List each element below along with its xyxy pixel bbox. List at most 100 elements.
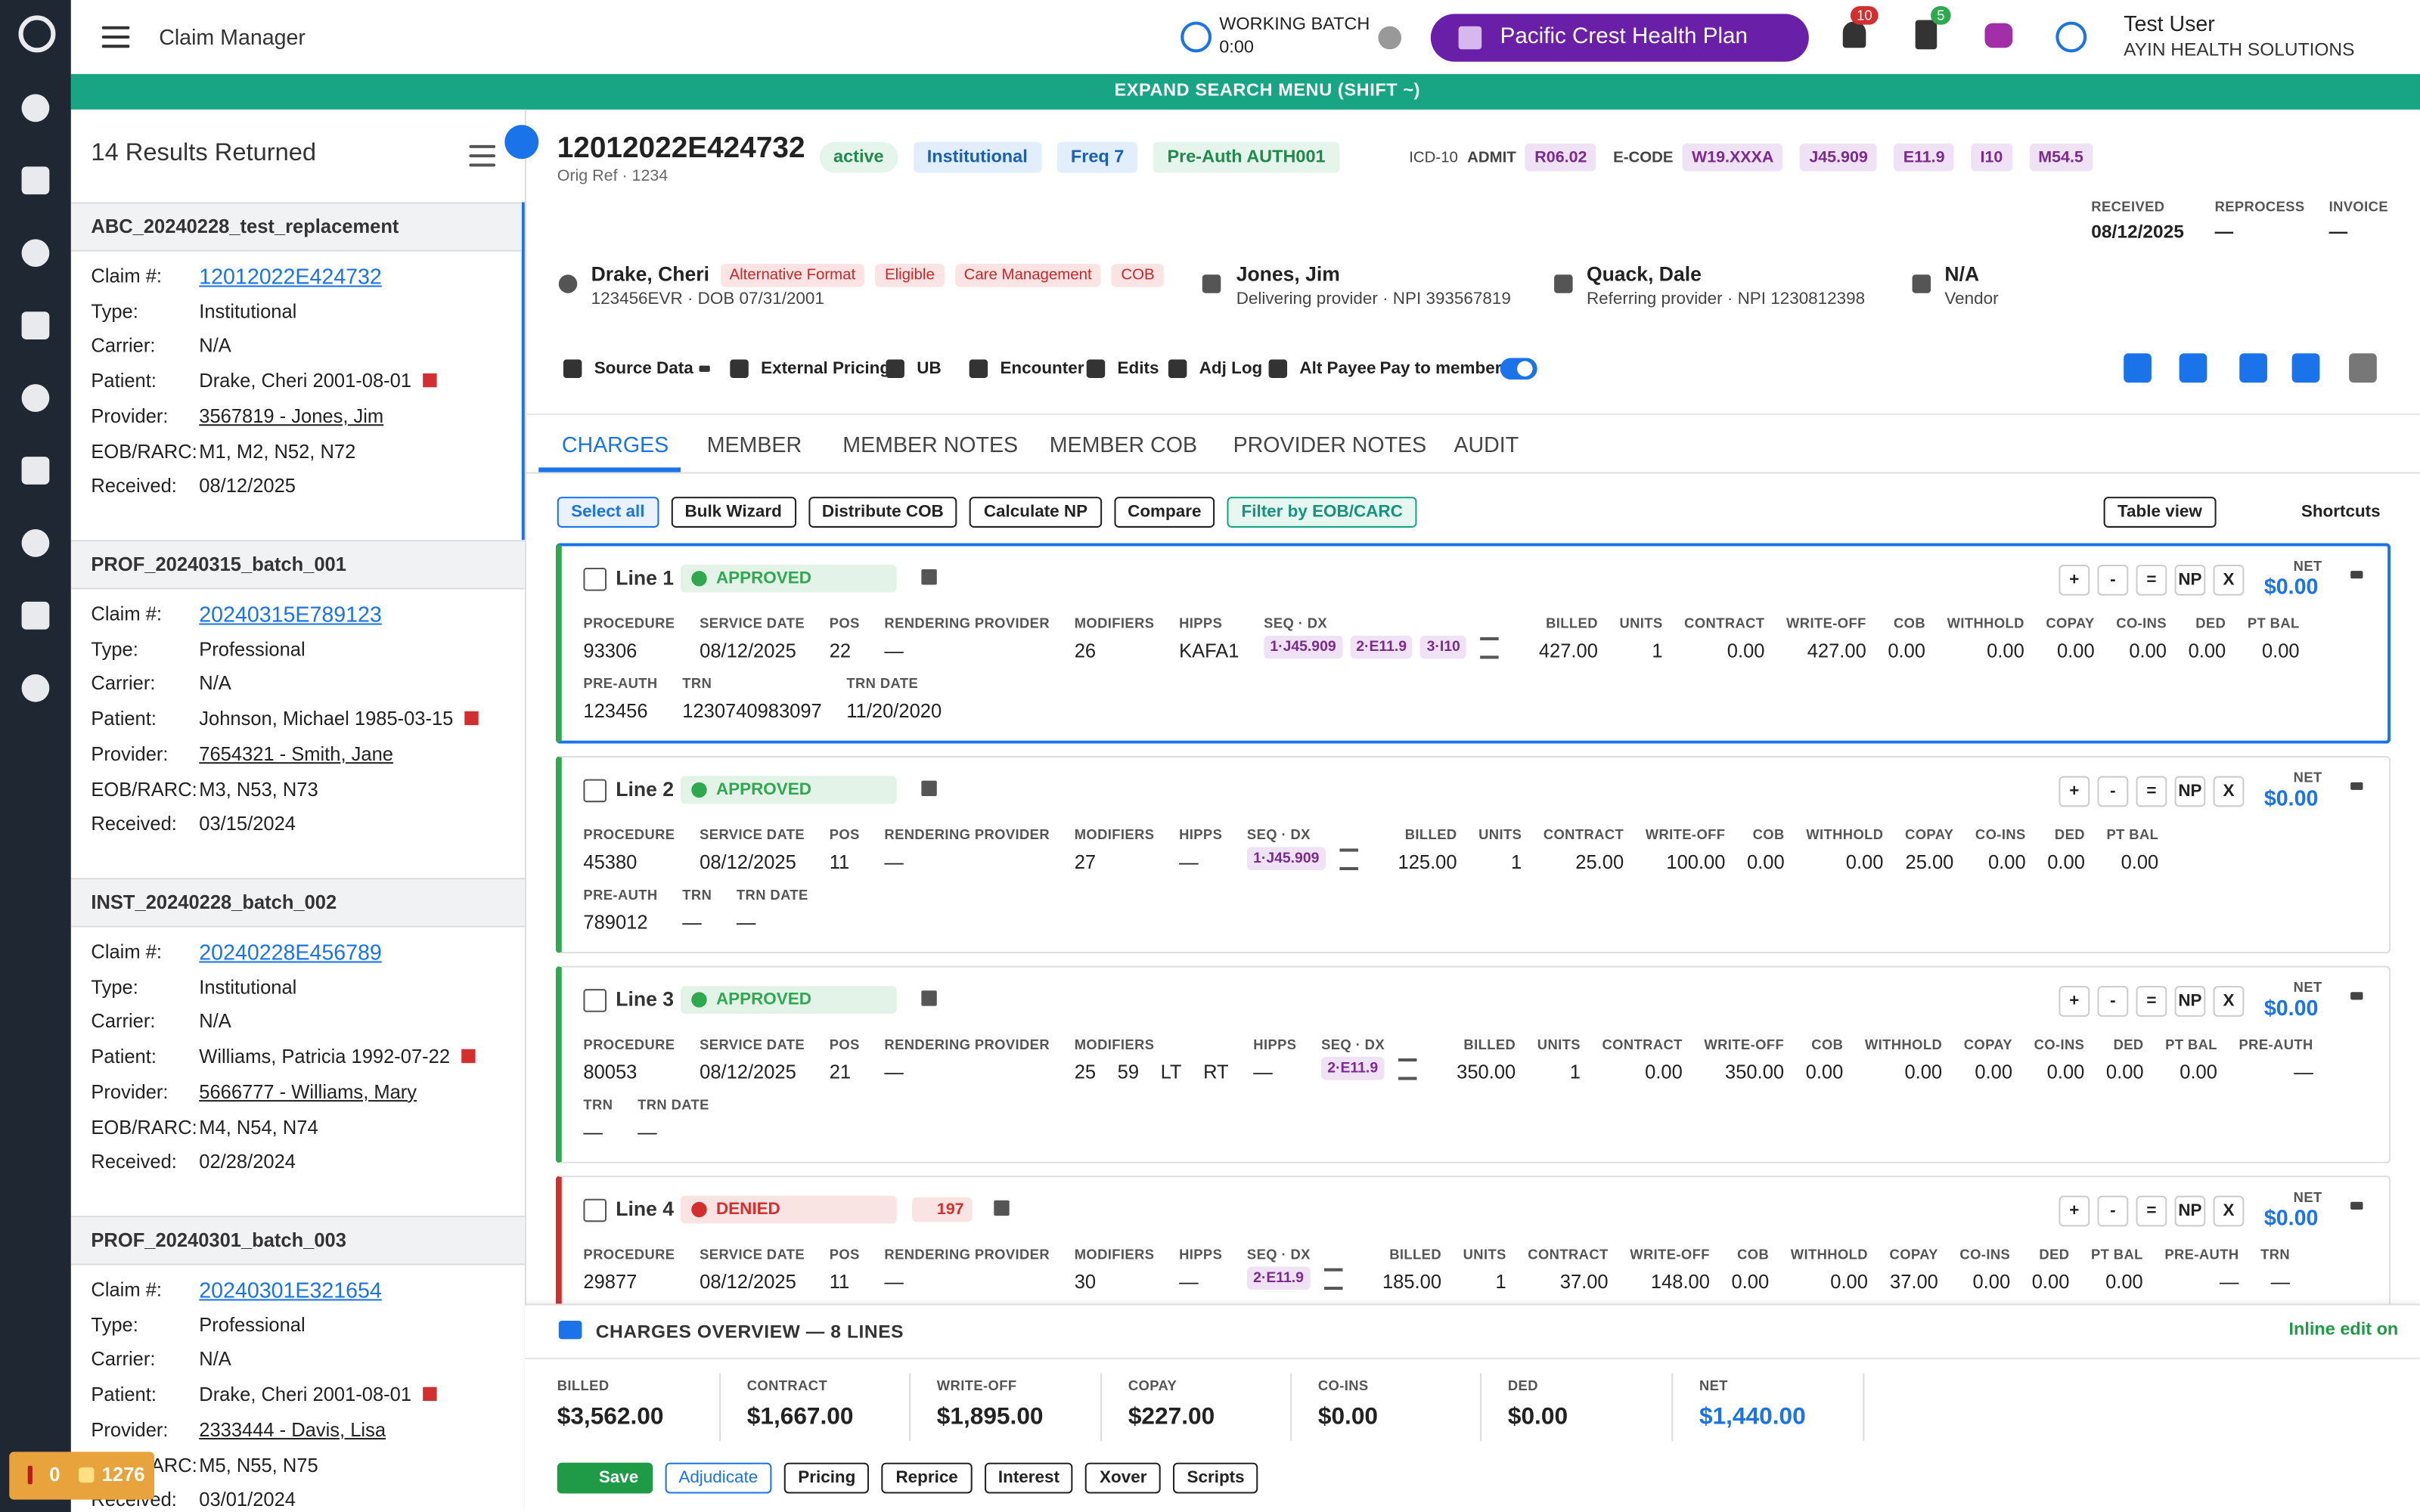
action-button[interactable]: Calculate NP bbox=[970, 497, 1102, 528]
toolbar-item[interactable]: Source Data bbox=[594, 359, 693, 378]
line-control[interactable]: + bbox=[2059, 776, 2090, 807]
line-checkbox[interactable] bbox=[583, 568, 607, 591]
field-label: UNITS bbox=[1619, 615, 1663, 631]
line-status[interactable]: DENIED bbox=[680, 1195, 897, 1224]
field-value: 0.00 bbox=[2047, 851, 2085, 874]
claim-card[interactable]: INST_20240228_batch_002 Claim #: 20240228E… bbox=[70, 878, 525, 1216]
overview-button[interactable]: Adjudicate bbox=[664, 1462, 772, 1494]
total-value: $0.00 bbox=[1507, 1404, 1568, 1430]
line-control[interactable]: = bbox=[2136, 1195, 2167, 1227]
toolbar-item[interactable]: Edits bbox=[1117, 359, 1159, 378]
tab[interactable]: MEMBER COB bbox=[1049, 432, 1198, 457]
task-count: 5 bbox=[1931, 6, 1951, 25]
toolbar-item[interactable]: Adj Log bbox=[1199, 359, 1263, 378]
expand-icon bbox=[2350, 1201, 2363, 1210]
line-control[interactable]: X bbox=[2213, 776, 2245, 807]
line-control[interactable]: X bbox=[2213, 986, 2245, 1017]
field-value[interactable]: 20240301E321654 bbox=[199, 1277, 382, 1303]
toolbar-item[interactable]: Alt Payee bbox=[1299, 359, 1376, 378]
line-field: PROCEDURE 29877 bbox=[583, 1247, 675, 1293]
field-value[interactable]: 20240315E789123 bbox=[199, 601, 382, 627]
overview-button[interactable]: Interest bbox=[984, 1462, 1074, 1494]
tab[interactable]: MEMBER bbox=[706, 432, 802, 457]
charge-line[interactable]: Line 4 DENIED 197 + - = NP X NET $0.00 PROCEDURE 29… bbox=[555, 1176, 2391, 1304]
search-menu[interactable]: EXPAND SEARCH MENU (SHIFT ~) bbox=[1114, 82, 1421, 101]
action-button[interactable]: Distribute COB bbox=[808, 497, 958, 528]
field-value: M1, M2, N52, N72 bbox=[199, 440, 356, 463]
orig-ref: Orig Ref · 1234 bbox=[557, 166, 669, 185]
action-button[interactable]: Compare bbox=[1113, 497, 1215, 528]
line-control[interactable]: = bbox=[2136, 776, 2167, 807]
action-button[interactable]: Filter by EOB/CARC bbox=[1227, 497, 1417, 528]
line-field: COB 0.00 bbox=[1806, 1036, 1844, 1083]
field-label: MODIFIERS bbox=[1074, 826, 1155, 843]
line-control[interactable]: NP bbox=[2174, 1195, 2206, 1227]
line-label: Line 2 bbox=[616, 777, 674, 801]
toolbar-item[interactable]: External Pricing bbox=[761, 359, 891, 378]
dx-codes: 1·J45.909 2·E11.9 3·I10 bbox=[1264, 635, 1499, 659]
action-button[interactable]: Bulk Wizard bbox=[671, 497, 796, 528]
date-value: 08/12/2025 bbox=[2091, 220, 2184, 243]
claim-card[interactable]: PROF_20240315_batch_001 Claim #: 20240315E… bbox=[70, 540, 525, 878]
field-value[interactable]: 7654321 - Smith, Jane bbox=[199, 743, 393, 765]
field-value[interactable]: 5666777 - Williams, Mary bbox=[199, 1081, 417, 1103]
charge-line[interactable]: Line 2 APPROVED + - = NP X NET $0.00 PROCEDURE 453… bbox=[555, 755, 2391, 954]
tab[interactable]: MEMBER NOTES bbox=[842, 432, 1019, 457]
field-value[interactable]: 3567819 - Jones, Jim bbox=[199, 405, 384, 427]
line-status[interactable]: APPROVED bbox=[680, 776, 897, 804]
overview-button[interactable]: Pricing bbox=[783, 1462, 870, 1494]
toolbar-item[interactable]: Encounter bbox=[1000, 359, 1084, 378]
line-control[interactable]: + bbox=[2059, 564, 2090, 596]
line-controls: + - = NP X bbox=[2051, 986, 2245, 1017]
line-control[interactable]: NP bbox=[2174, 564, 2206, 596]
line-control[interactable]: + bbox=[2059, 986, 2090, 1017]
total-value: $0.00 bbox=[1317, 1404, 1379, 1430]
health-plan[interactable]: Pacific Crest Health Plan bbox=[1430, 14, 1809, 62]
view-action[interactable]: Table view bbox=[2103, 497, 2217, 528]
field-label: HIPPS bbox=[1179, 826, 1223, 843]
tab[interactable]: CHARGES bbox=[561, 432, 669, 457]
field-value[interactable]: 2333444 - Davis, Lisa bbox=[199, 1419, 386, 1441]
overview-button[interactable]: Xover bbox=[1085, 1462, 1161, 1494]
toolbar-item[interactable]: UB bbox=[917, 359, 942, 378]
tab[interactable]: AUDIT bbox=[1454, 432, 1519, 457]
line-control[interactable]: - bbox=[2097, 776, 2129, 807]
line-control[interactable]: NP bbox=[2174, 776, 2206, 807]
claim-card[interactable]: ABC_20240228_test_replacement Claim #: 120… bbox=[70, 202, 525, 541]
line-checkbox[interactable] bbox=[583, 1198, 607, 1222]
claim-card[interactable]: PROF_20240301_batch_003 Claim #: 20240301E… bbox=[70, 1216, 525, 1512]
field-value[interactable]: 12012022E424732 bbox=[199, 263, 382, 289]
overview-button[interactable]: Scripts bbox=[1173, 1462, 1258, 1494]
line-label: Line 1 bbox=[616, 565, 674, 590]
field-value: 27 bbox=[1074, 851, 1097, 874]
line-control[interactable]: - bbox=[2097, 986, 2129, 1017]
line-control[interactable]: = bbox=[2136, 564, 2167, 596]
field-label: MODIFIERS bbox=[1074, 1036, 1155, 1052]
action-button[interactable]: Select all bbox=[557, 497, 659, 528]
pay-toggle[interactable] bbox=[1500, 358, 1537, 380]
line-status[interactable]: APPROVED bbox=[680, 986, 897, 1014]
line-control[interactable]: + bbox=[2059, 1195, 2090, 1227]
charge-line[interactable]: Line 1 APPROVED + - = NP X NET $0.00 PROCEDURE 933… bbox=[555, 543, 2391, 744]
line-control[interactable]: X bbox=[2213, 1195, 2245, 1227]
line-control[interactable]: NP bbox=[2174, 986, 2206, 1017]
tab[interactable]: PROVIDER NOTES bbox=[1233, 432, 1427, 457]
field-value: — bbox=[884, 1061, 904, 1083]
line-control[interactable]: = bbox=[2136, 986, 2167, 1017]
line-control[interactable]: X bbox=[2213, 564, 2245, 596]
field-value[interactable]: 20240228E456789 bbox=[199, 939, 382, 965]
field-label: MODIFIERS bbox=[1074, 1246, 1155, 1263]
overview-button[interactable]: Save bbox=[557, 1462, 653, 1494]
line-checkbox[interactable] bbox=[583, 779, 607, 803]
field-value: — bbox=[1179, 851, 1199, 874]
code-chip: M54.5 bbox=[2029, 143, 2093, 172]
line-control[interactable]: - bbox=[2097, 1195, 2129, 1227]
search-menu-bar[interactable] bbox=[70, 73, 2420, 110]
toolbar-item[interactable]: Pay to member bbox=[1379, 359, 1502, 378]
view-action[interactable]: Shortcuts bbox=[2301, 503, 2381, 522]
line-checkbox[interactable] bbox=[583, 989, 607, 1012]
line-control[interactable]: - bbox=[2097, 564, 2129, 596]
charge-line[interactable]: Line 3 APPROVED + - = NP X NET $0.00 PROCEDURE 800… bbox=[555, 965, 2391, 1163]
overview-button[interactable]: Reprice bbox=[882, 1462, 973, 1494]
line-status[interactable]: APPROVED bbox=[680, 564, 897, 593]
